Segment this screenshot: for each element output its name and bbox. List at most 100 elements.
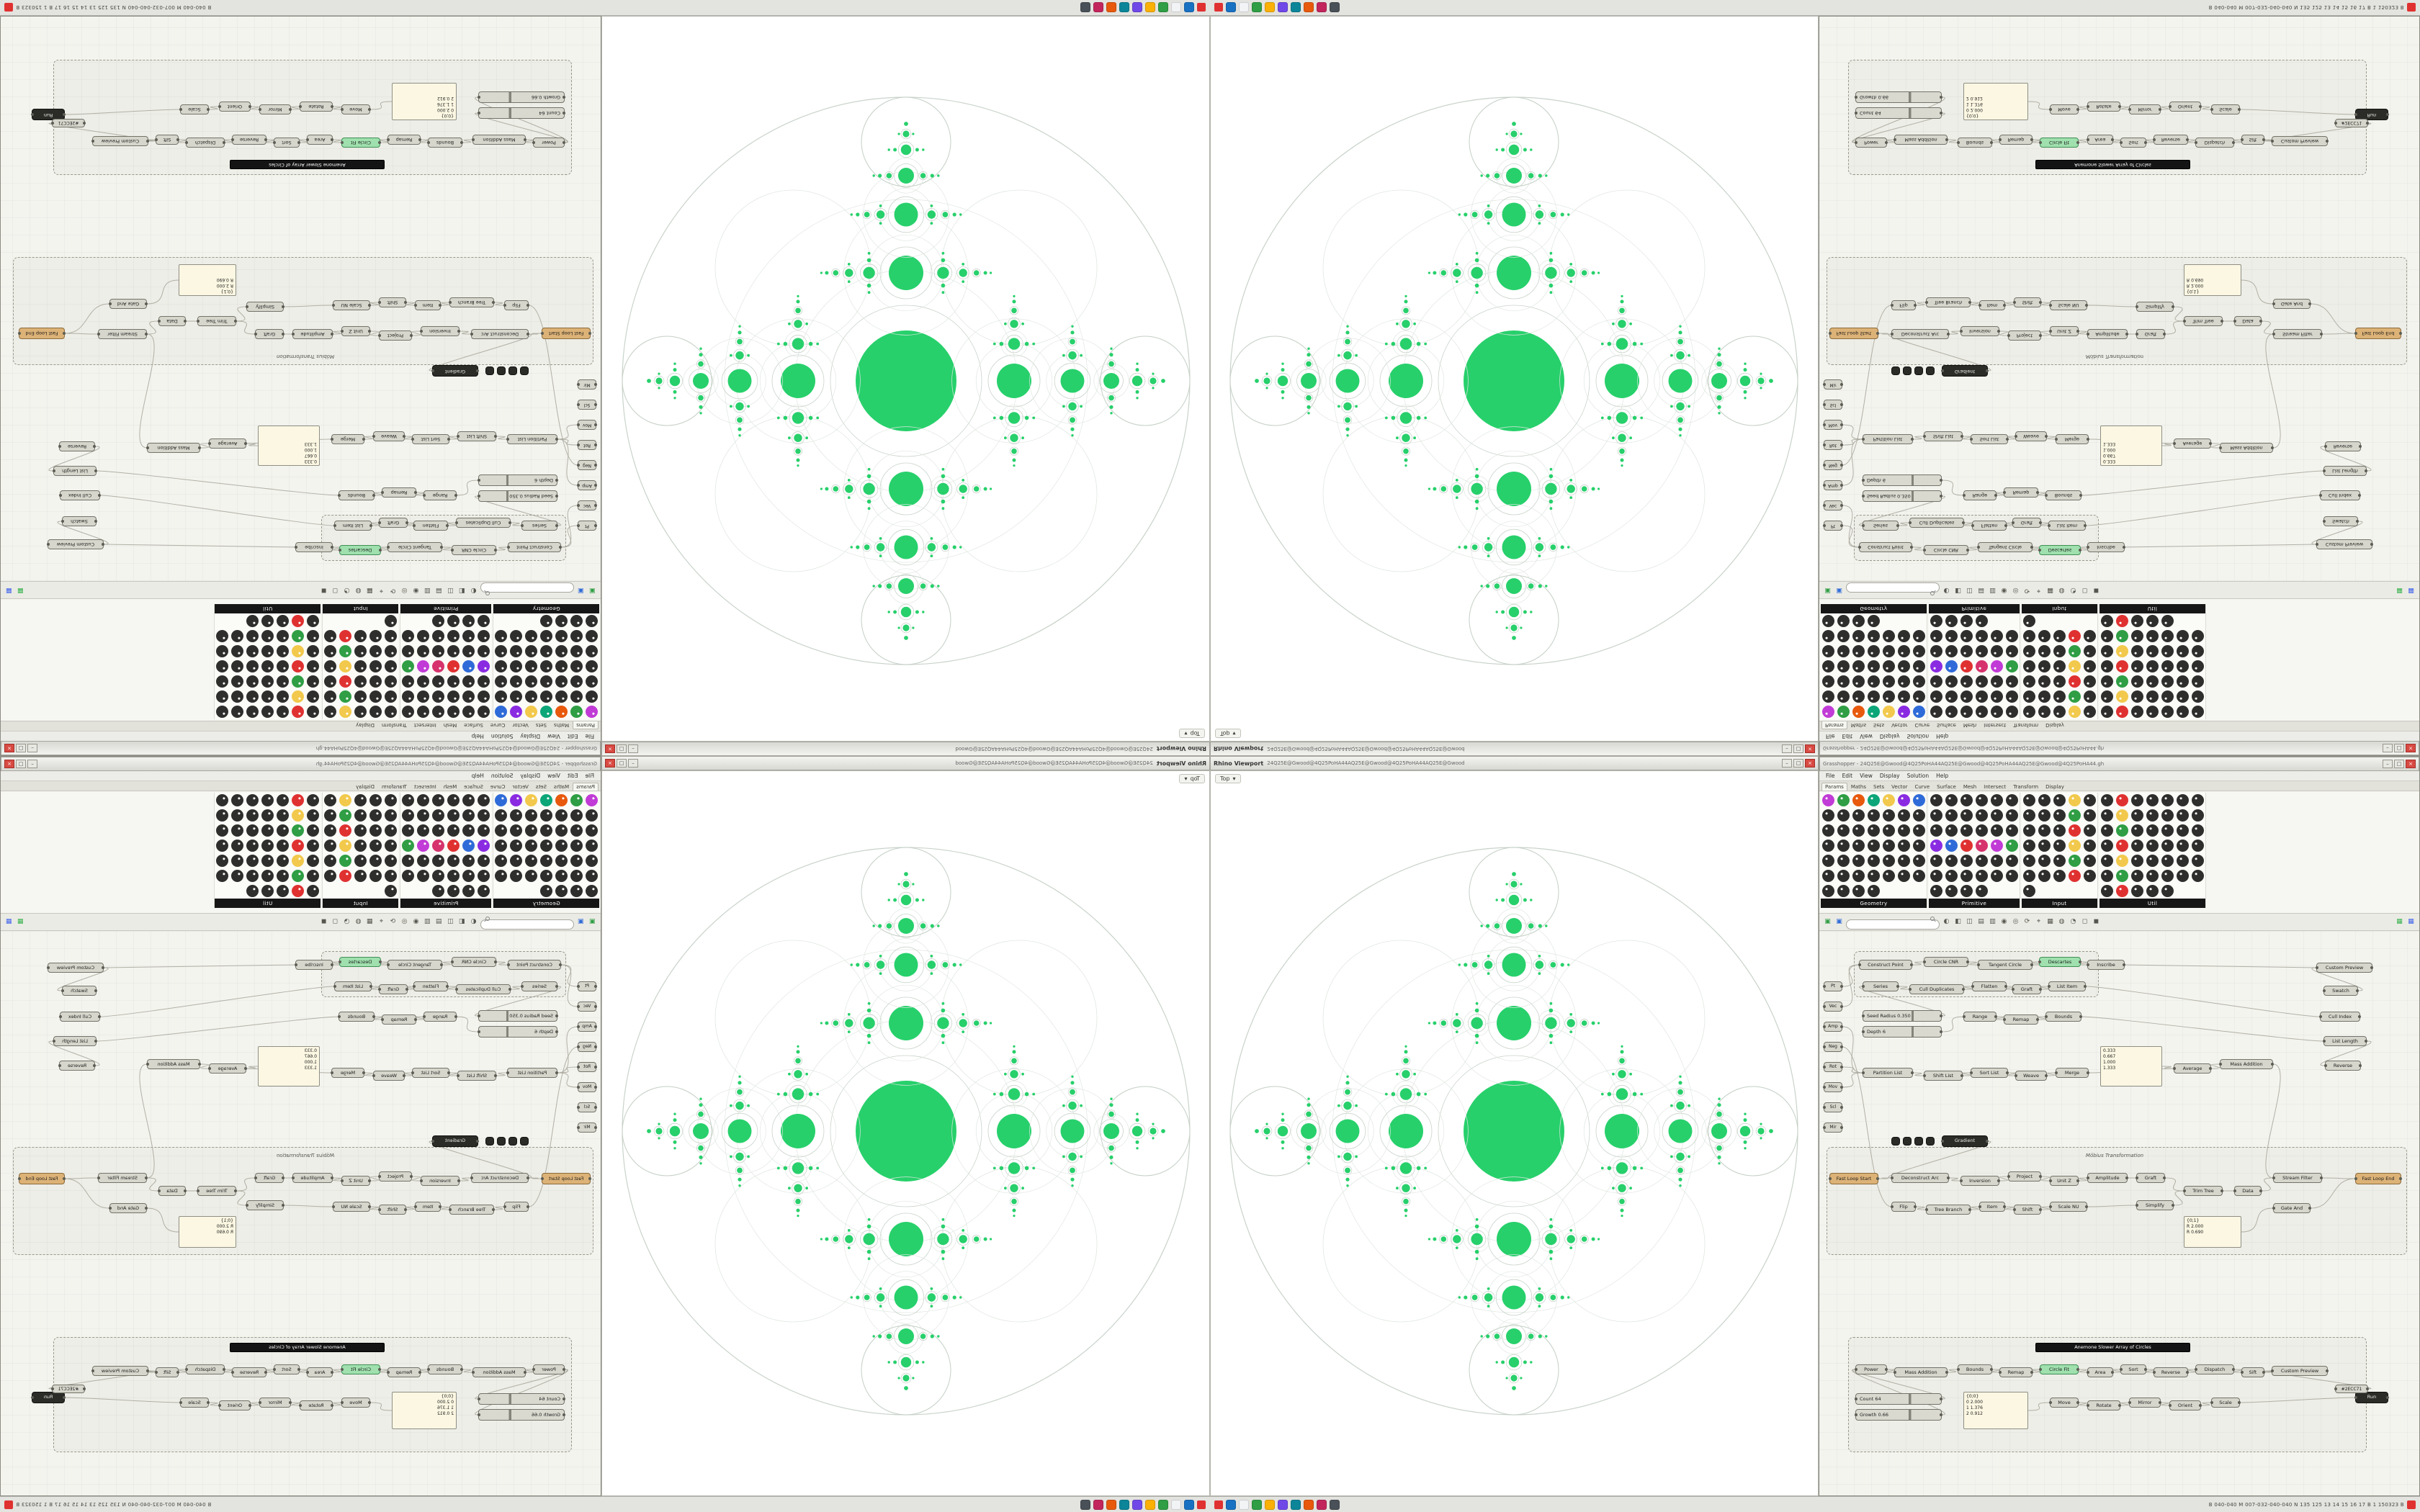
component-icon[interactable] (2038, 794, 2051, 806)
component-icon[interactable] (2084, 645, 2096, 657)
component-icon[interactable] (1960, 660, 1973, 672)
component-icon[interactable] (2192, 660, 2204, 672)
component-icon[interactable] (354, 690, 367, 703)
gh-node[interactable]: Inversion (1960, 326, 1999, 336)
component-icon[interactable] (2023, 660, 2035, 672)
component-icon[interactable] (510, 690, 522, 703)
gh-node[interactable]: Swatch (62, 516, 97, 526)
component-icon[interactable] (2146, 855, 2159, 867)
component-icon[interactable] (478, 630, 490, 642)
component-icon[interactable] (432, 870, 444, 882)
component-icon[interactable] (231, 645, 243, 657)
component-icon[interactable] (478, 675, 490, 688)
toolbar-icon[interactable]: ◉ (413, 587, 419, 594)
component-icon[interactable] (1898, 630, 1910, 642)
component-icon[interactable] (292, 870, 304, 882)
component-icon[interactable] (447, 690, 460, 703)
gh-node[interactable]: List Length (2323, 466, 2367, 476)
component-icon[interactable] (2177, 706, 2189, 718)
gh-node[interactable]: Rot (578, 1062, 596, 1072)
gh-node[interactable]: {0;0} 0 2.000 1 1.376 2 0.912 (392, 83, 457, 120)
component-icon[interactable] (540, 675, 552, 688)
minimize-button[interactable]: – (628, 744, 638, 753)
component-icon[interactable] (1822, 645, 1834, 657)
gh-node[interactable]: Trim Tree (197, 316, 236, 326)
gh-node[interactable]: Partition List (1862, 1068, 1914, 1078)
component-icon[interactable] (277, 885, 289, 897)
component-icon[interactable] (586, 824, 598, 837)
toolbar-icon[interactable]: ◼ (321, 587, 327, 594)
component-icon[interactable] (231, 630, 243, 642)
component-icon[interactable] (2023, 809, 2035, 822)
component-icon[interactable] (555, 690, 568, 703)
gh-node[interactable]: Range (1963, 1012, 1997, 1022)
gh-node[interactable]: Stream Filter (2272, 1173, 2323, 1183)
gh-node[interactable]: Mir (1823, 1122, 1843, 1133)
gh-node[interactable]: Series (521, 521, 557, 531)
component-icon[interactable] (2038, 824, 2051, 837)
component-icon[interactable] (2023, 706, 2035, 718)
taskbar-app-icon[interactable] (1119, 1499, 1129, 1510)
component-icon[interactable] (447, 824, 460, 837)
gh-node[interactable]: Seed Radius 0.350 (478, 490, 557, 502)
gh-node[interactable]: {0;0} 0 2.000 1 1.376 2 0.912 (1963, 1392, 2028, 1429)
gh-node[interactable]: Fast Loop Start (542, 328, 591, 339)
menu-file[interactable]: File (585, 773, 594, 779)
component-icon[interactable] (2006, 840, 2018, 852)
component-icon[interactable] (2161, 794, 2174, 806)
gh-node[interactable]: Custom Preview (2316, 539, 2372, 549)
component-icon[interactable] (2006, 870, 2018, 882)
component-icon[interactable] (1822, 630, 1834, 642)
tab-curve[interactable]: Curve (490, 722, 506, 728)
taskbar-app-icon[interactable] (1093, 1499, 1103, 1510)
component-icon[interactable] (1822, 615, 1834, 627)
component-icon[interactable] (1822, 660, 1834, 672)
gh-node[interactable]: Sort List (412, 434, 449, 444)
component-icon[interactable] (216, 824, 228, 837)
component-icon[interactable] (510, 840, 522, 852)
toolbar-icon[interactable]: ◫ (447, 587, 454, 594)
component-icon[interactable] (2101, 706, 2113, 718)
component-icon[interactable] (277, 870, 289, 882)
gh-node[interactable]: Project (2008, 330, 2041, 341)
component-icon[interactable] (354, 660, 367, 672)
component-icon[interactable] (2192, 645, 2204, 657)
gh-node[interactable]: Rotate (300, 102, 333, 112)
component-icon[interactable] (2006, 824, 2018, 837)
component-icon[interactable] (216, 630, 228, 642)
toolbar-icon[interactable]: ▦ (17, 587, 24, 594)
component-icon[interactable] (261, 630, 274, 642)
component-icon[interactable] (2101, 615, 2113, 627)
component-icon[interactable] (1868, 824, 1880, 837)
component-icon[interactable] (2053, 630, 2066, 642)
component-icon[interactable] (1852, 809, 1865, 822)
component-icon[interactable] (2053, 870, 2066, 882)
component-icon[interactable] (1837, 690, 1850, 703)
component-icon[interactable] (1930, 870, 1942, 882)
gh-node[interactable]: Gate And (2272, 1203, 2311, 1213)
gh-node[interactable]: Remap (387, 135, 421, 145)
component-icon[interactable] (2053, 690, 2066, 703)
component-icon[interactable] (2006, 645, 2018, 657)
gh-node[interactable]: #2ECC71 (2334, 1385, 2369, 1393)
gh-node[interactable]: Growth 0.66 (1855, 91, 1942, 103)
component-icon[interactable] (2192, 794, 2204, 806)
toolbar-icon[interactable]: ◧ (459, 587, 465, 594)
toolbar-icon[interactable]: ◍ (355, 918, 362, 925)
component-icon[interactable] (417, 675, 429, 688)
component-icon[interactable] (2116, 706, 2128, 718)
ribbon-group-label[interactable]: Primitive (1929, 899, 2020, 908)
component-icon[interactable] (525, 840, 537, 852)
tab-curve[interactable]: Curve (1914, 722, 1930, 728)
gh-node[interactable]: Scl (578, 400, 596, 410)
gh-node[interactable]: List Item (334, 521, 372, 531)
component-icon[interactable] (1976, 706, 1988, 718)
component-icon[interactable] (1868, 630, 1880, 642)
rhino-titlebar[interactable]: Rhino Viewport 24Q25E@Gwood@4Q25PoHA44AQ… (601, 742, 1210, 756)
gh-node[interactable]: Gate And (109, 1203, 147, 1213)
component-icon[interactable] (307, 885, 319, 897)
gh-node[interactable]: Cull Index (2319, 1012, 2361, 1022)
gh-node[interactable]: Item (1979, 300, 2005, 310)
component-icon[interactable] (2069, 690, 2081, 703)
component-icon[interactable] (307, 690, 319, 703)
